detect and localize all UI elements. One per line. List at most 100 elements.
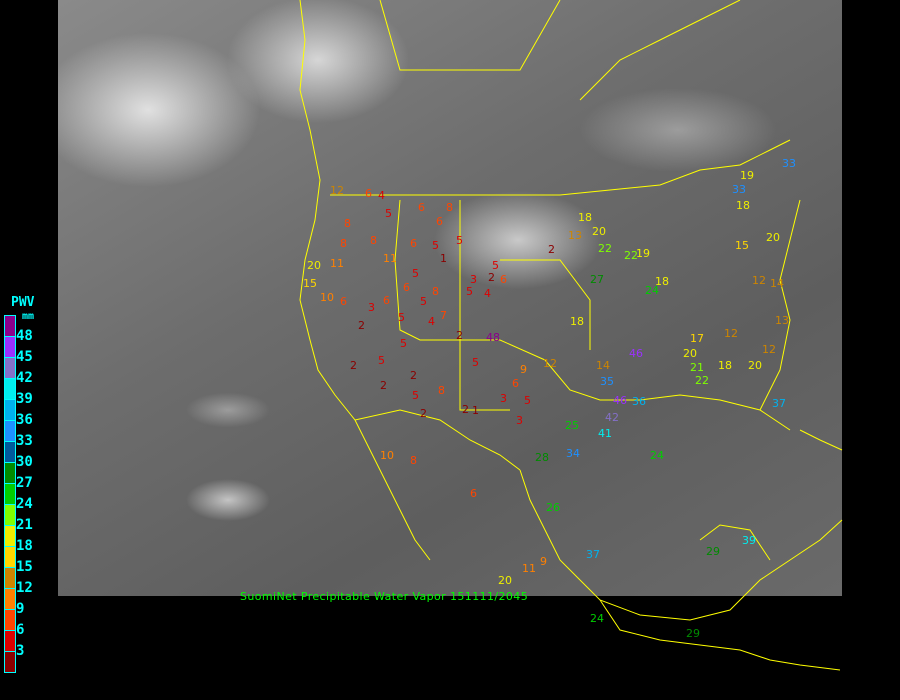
station-pwv-value: 5 (378, 354, 385, 367)
station-pwv-value: 19 (740, 169, 754, 182)
station-pwv-value: 2 (358, 319, 365, 332)
station-pwv-value: 24 (645, 284, 659, 297)
station-pwv-value: 48 (486, 331, 500, 344)
station-pwv-value: 8 (438, 384, 445, 397)
legend-swatch (5, 505, 15, 526)
station-pwv-value: 21 (690, 361, 704, 374)
station-pwv-value: 2 (548, 243, 555, 256)
station-pwv-value: 12 (543, 357, 557, 370)
legend-label: 3 (16, 643, 25, 659)
station-pwv-value: 8 (370, 234, 377, 247)
station-pwv-value: 5 (432, 239, 439, 252)
station-pwv-value: 6 (470, 487, 477, 500)
station-pwv-value: 20 (748, 359, 762, 372)
station-pwv-value: 10 (380, 449, 394, 462)
station-pwv-value: 12 (762, 343, 776, 356)
legend-label: 42 (16, 370, 33, 386)
station-pwv-value: 5 (524, 394, 531, 407)
legend-label: 39 (16, 391, 33, 407)
station-pwv-value: 4 (428, 315, 435, 328)
border-line (379, 0, 561, 71)
legend-swatch (5, 568, 15, 589)
station-pwv-value: 18 (578, 211, 592, 224)
station-pwv-value: 5 (385, 207, 392, 220)
station-pwv-value: 27 (590, 273, 604, 286)
station-pwv-value: 24 (590, 612, 604, 625)
station-pwv-value: 5 (420, 295, 427, 308)
station-pwv-value: 2 (456, 329, 463, 342)
station-pwv-value: 8 (340, 237, 347, 250)
border-line (354, 409, 521, 471)
station-pwv-value: 6 (418, 201, 425, 214)
legend-swatch (5, 400, 15, 421)
legend-swatch (5, 631, 15, 652)
station-pwv-value: 14 (770, 277, 784, 290)
station-pwv-value: 28 (535, 451, 549, 464)
station-pwv-value: 2 (350, 359, 357, 372)
station-pwv-value: 2 (420, 407, 427, 420)
station-pwv-value: 8 (432, 285, 439, 298)
legend-label: 6 (16, 622, 25, 638)
legend-label: 15 (16, 559, 33, 575)
border-line (799, 429, 843, 451)
station-pwv-value: 4 (484, 287, 491, 300)
station-pwv-value: 5 (398, 311, 405, 324)
station-pwv-value: 22 (624, 249, 638, 262)
border-line (500, 259, 591, 350)
map-caption: SuomiNet Precipitable Water Vapor 151111… (240, 590, 529, 603)
station-pwv-value: 5 (456, 234, 463, 247)
station-pwv-value: 2 (410, 369, 417, 382)
station-pwv-value: 24 (650, 449, 664, 462)
border-line (330, 139, 791, 196)
station-pwv-value: 6 (410, 237, 417, 250)
legend-swatch (5, 589, 15, 610)
station-pwv-value: 29 (706, 545, 720, 558)
station-pwv-value: 42 (605, 411, 619, 424)
station-pwv-value: 33 (782, 157, 796, 170)
station-pwv-value: 3 (368, 301, 375, 314)
station-pwv-value: 8 (446, 201, 453, 214)
station-pwv-value: 20 (766, 231, 780, 244)
station-pwv-value: 3 (516, 414, 523, 427)
satellite-image (58, 0, 842, 596)
station-pwv-value: 18 (718, 359, 732, 372)
border-line (544, 359, 791, 431)
station-pwv-value: 6 (340, 295, 347, 308)
station-pwv-value: 37 (772, 397, 786, 410)
station-pwv-value: 18 (570, 315, 584, 328)
station-pwv-value: 3 (500, 392, 507, 405)
border-line (459, 200, 510, 411)
station-pwv-value: 39 (742, 534, 756, 547)
station-pwv-value: 5 (400, 337, 407, 350)
station-pwv-value: 6 (365, 187, 372, 200)
station-pwv-value: 18 (655, 275, 669, 288)
legend-swatch (5, 379, 15, 400)
station-pwv-value: 5 (472, 356, 479, 369)
legend-swatch (5, 652, 15, 672)
station-pwv-value: 2 (488, 271, 495, 284)
station-pwv-value: 36 (632, 395, 646, 408)
station-pwv-value: 6 (500, 273, 507, 286)
station-pwv-value: 46 (613, 394, 627, 407)
station-pwv-value: 5 (412, 267, 419, 280)
border-line (299, 0, 431, 561)
station-pwv-value: 12 (724, 327, 738, 340)
legend-swatch (5, 337, 15, 358)
legend-swatch (5, 421, 15, 442)
station-pwv-value: 14 (596, 359, 610, 372)
color-legend (4, 315, 16, 673)
station-pwv-value: 7 (440, 309, 447, 322)
station-pwv-value: 6 (436, 215, 443, 228)
legend-label: 36 (16, 412, 33, 428)
station-pwv-value: 18 (736, 199, 750, 212)
station-pwv-value: 20 (592, 225, 606, 238)
legend-swatch (5, 526, 15, 547)
station-pwv-value: 20 (683, 347, 697, 360)
station-pwv-value: 46 (629, 347, 643, 360)
legend-label: 24 (16, 496, 33, 512)
station-pwv-value: 6 (383, 294, 390, 307)
station-pwv-value: 5 (412, 389, 419, 402)
station-pwv-value: 1 (440, 252, 447, 265)
legend-label: 45 (16, 349, 33, 365)
station-pwv-value: 33 (732, 183, 746, 196)
